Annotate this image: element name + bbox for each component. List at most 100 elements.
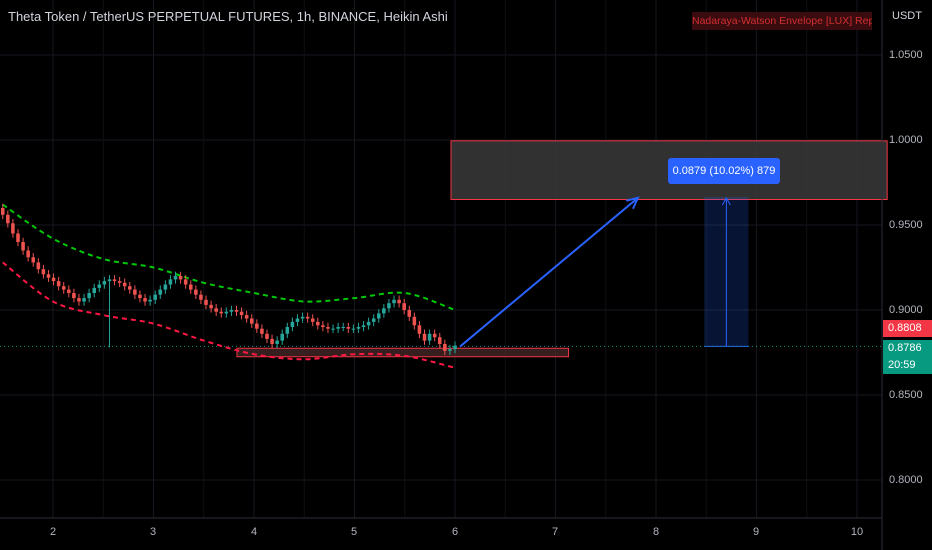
candle-body bbox=[443, 344, 447, 351]
candle-body bbox=[244, 315, 249, 319]
x-tick-label: 10 bbox=[850, 526, 864, 538]
candle-body bbox=[295, 318, 300, 322]
candle-body bbox=[117, 281, 122, 283]
candle-body bbox=[209, 304, 213, 309]
candle-body bbox=[173, 276, 178, 280]
candle-body bbox=[249, 318, 254, 324]
candle-body bbox=[361, 325, 366, 327]
candle-body bbox=[133, 289, 137, 295]
y-tick-label: 0.9000 bbox=[889, 304, 923, 316]
candle-body bbox=[285, 327, 290, 334]
candle-body bbox=[82, 298, 86, 302]
currency-label: USDT bbox=[892, 10, 922, 22]
candle-body bbox=[11, 223, 15, 234]
candle-body bbox=[6, 214, 10, 224]
candle-body bbox=[16, 233, 20, 242]
candle-body bbox=[290, 321, 295, 327]
candle-body bbox=[407, 310, 412, 317]
candle-body bbox=[92, 287, 96, 293]
y-tick-label: 0.9500 bbox=[889, 219, 923, 231]
x-tick-label: 3 bbox=[149, 526, 157, 538]
x-tick-label: 8 bbox=[652, 526, 660, 538]
candle-body bbox=[56, 281, 61, 287]
y-tick-label: 1.0500 bbox=[889, 49, 923, 61]
candle-body bbox=[392, 299, 396, 304]
projection-arrow-head bbox=[626, 196, 640, 210]
candle-body bbox=[397, 299, 401, 304]
candle-body bbox=[0, 208, 5, 215]
last-price-tag: 0.8786 bbox=[883, 340, 932, 357]
candle-body bbox=[234, 310, 239, 312]
candle-body bbox=[432, 333, 437, 338]
candle-body bbox=[163, 284, 168, 290]
candle-body bbox=[143, 298, 147, 302]
candle-body bbox=[341, 327, 345, 328]
y-tick-label: 1.0000 bbox=[889, 134, 923, 146]
upper-band-price-tag: 0.8808 bbox=[883, 320, 932, 337]
candle-body bbox=[366, 321, 371, 326]
candle-body bbox=[437, 337, 442, 344]
candle-body bbox=[67, 289, 71, 293]
y-tick-label: 0.8000 bbox=[889, 474, 923, 486]
candle-body bbox=[21, 242, 25, 251]
candle-body bbox=[77, 298, 81, 302]
candle-body bbox=[346, 327, 351, 329]
y-tick-label: 0.8500 bbox=[889, 389, 923, 401]
candle-body bbox=[255, 323, 259, 329]
candle-body bbox=[351, 328, 356, 330]
candle-body bbox=[72, 293, 76, 299]
candle-body bbox=[387, 303, 391, 309]
measure-label[interactable]: 0.0879 (10.02%) 879 bbox=[668, 158, 780, 184]
x-tick-label: 6 bbox=[451, 526, 459, 538]
candles bbox=[0, 203, 457, 356]
candle-body bbox=[128, 286, 132, 290]
candle-body bbox=[87, 293, 91, 299]
upper-band-line bbox=[2, 203, 456, 311]
projection-arrow-line bbox=[459, 197, 639, 348]
x-tick-label: 4 bbox=[250, 526, 258, 538]
candle-body bbox=[453, 345, 457, 350]
x-tick-label: 5 bbox=[350, 526, 358, 538]
candle-body bbox=[412, 316, 417, 326]
indicator-label[interactable]: Nadaraya-Watson Envelope [LUX] Repaints bbox=[692, 12, 872, 30]
x-tick-label: 7 bbox=[551, 526, 559, 538]
candle-body bbox=[260, 328, 264, 334]
candle-body bbox=[112, 279, 117, 282]
x-tick-label: 2 bbox=[49, 526, 57, 538]
candle-body bbox=[102, 281, 107, 285]
candle-body bbox=[427, 333, 432, 341]
candle-body bbox=[107, 279, 112, 282]
lower-band-line bbox=[2, 261, 456, 369]
candle-body bbox=[305, 316, 310, 319]
drawing-overlay bbox=[459, 196, 640, 348]
candle-body bbox=[229, 310, 234, 312]
candle-body bbox=[26, 250, 30, 258]
candle-body bbox=[356, 327, 361, 329]
x-tick-label: 9 bbox=[752, 526, 760, 538]
candle-body bbox=[148, 299, 152, 302]
candle-body bbox=[376, 313, 381, 319]
candle-body bbox=[417, 325, 422, 334]
candle-body bbox=[188, 284, 193, 290]
candle-body bbox=[153, 294, 157, 300]
candle-body bbox=[183, 279, 188, 285]
candle-body bbox=[336, 327, 340, 329]
candle-body bbox=[270, 338, 274, 344]
candle-body bbox=[204, 299, 208, 305]
envelope-bands bbox=[2, 203, 456, 369]
candle-body bbox=[280, 333, 285, 341]
candle-body bbox=[382, 308, 386, 314]
candle-body bbox=[310, 318, 315, 322]
measure-arrow-head bbox=[721, 196, 731, 206]
candle-body bbox=[371, 318, 376, 322]
candle-body bbox=[214, 308, 218, 312]
candle-body bbox=[97, 284, 102, 288]
candle-body bbox=[316, 321, 320, 326]
candle-body bbox=[178, 276, 183, 280]
candle-body bbox=[331, 328, 335, 330]
candle-body bbox=[239, 311, 244, 316]
candle-body bbox=[275, 340, 279, 344]
support-zone bbox=[236, 347, 570, 358]
candle-body bbox=[326, 327, 330, 329]
